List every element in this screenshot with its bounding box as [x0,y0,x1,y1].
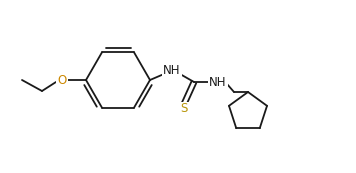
Text: O: O [57,74,67,86]
Text: S: S [180,102,188,116]
Text: NH: NH [209,75,227,89]
Text: NH: NH [163,63,181,76]
